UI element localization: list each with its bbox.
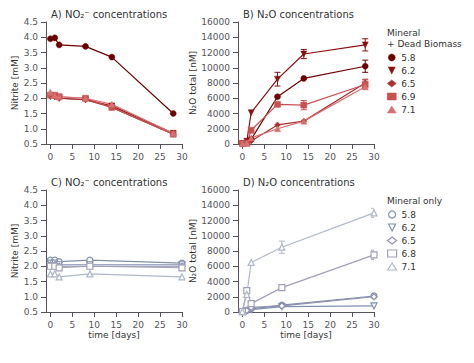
svg-text:14000: 14000 (201, 32, 230, 42)
svg-text:D) N₂O concentrations: D) N₂O concentrations (243, 177, 355, 188)
svg-text:0: 0 (224, 307, 230, 317)
svg-text:5: 5 (69, 152, 75, 162)
svg-text:6000: 6000 (207, 93, 230, 103)
svg-text:2000: 2000 (207, 124, 230, 134)
svg-text:10: 10 (89, 152, 101, 162)
svg-text:6000: 6000 (207, 261, 230, 271)
svg-text:0: 0 (240, 320, 246, 330)
svg-text:8000: 8000 (207, 246, 230, 256)
svg-text:Mineral only: Mineral only (387, 196, 443, 206)
svg-text:time [days]: time [days] (88, 330, 139, 340)
svg-text:25: 25 (154, 152, 165, 162)
svg-text:6.2: 6.2 (401, 66, 415, 76)
svg-text:6.8: 6.8 (402, 249, 417, 259)
svg-text:+ Dead Biomass: + Dead Biomass (387, 39, 462, 49)
svg-text:4000: 4000 (207, 277, 230, 287)
svg-text:3.5: 3.5 (24, 216, 38, 226)
svg-text:N₂O total [nM]: N₂O total [nM] (188, 51, 198, 115)
svg-text:1.5: 1.5 (24, 277, 38, 287)
svg-text:2.0: 2.0 (24, 93, 39, 103)
svg-text:5: 5 (69, 320, 75, 330)
svg-text:10000: 10000 (201, 63, 230, 73)
svg-text:10: 10 (281, 320, 293, 330)
svg-text:5.8: 5.8 (401, 53, 416, 63)
svg-text:10: 10 (281, 152, 293, 162)
svg-text:0: 0 (224, 139, 230, 149)
svg-text:Nitrite [mM]: Nitrite [mM] (10, 224, 20, 278)
svg-text:25: 25 (346, 320, 357, 330)
svg-text:20: 20 (324, 320, 336, 330)
svg-text:4.0: 4.0 (24, 32, 39, 42)
svg-text:2.0: 2.0 (24, 261, 39, 271)
svg-text:16000: 16000 (201, 185, 230, 195)
svg-text:12000: 12000 (201, 216, 230, 226)
svg-text:30: 30 (176, 152, 188, 162)
svg-text:1.0: 1.0 (24, 124, 39, 134)
svg-text:6.5: 6.5 (402, 236, 416, 246)
svg-text:20: 20 (132, 320, 144, 330)
svg-text:0: 0 (48, 320, 54, 330)
svg-text:6.9: 6.9 (401, 92, 416, 102)
svg-text:0: 0 (240, 152, 246, 162)
svg-text:2.5: 2.5 (24, 78, 38, 88)
svg-text:4.5: 4.5 (24, 185, 38, 195)
svg-text:0.5: 0.5 (24, 307, 38, 317)
svg-text:30: 30 (176, 320, 188, 330)
svg-text:2.5: 2.5 (24, 246, 38, 256)
svg-text:12000: 12000 (201, 48, 230, 58)
svg-text:25: 25 (346, 152, 357, 162)
svg-text:Nitrite [mM]: Nitrite [mM] (10, 56, 20, 110)
svg-text:15: 15 (110, 152, 121, 162)
svg-text:14000: 14000 (201, 200, 230, 210)
svg-text:15: 15 (302, 320, 313, 330)
svg-text:6.2: 6.2 (402, 223, 416, 233)
svg-text:A) NO₂⁻ concentrations: A) NO₂⁻ concentrations (51, 9, 167, 20)
svg-text:30: 30 (368, 152, 380, 162)
svg-text:16000: 16000 (201, 17, 230, 27)
svg-text:3.0: 3.0 (24, 231, 39, 241)
svg-text:5.8: 5.8 (402, 210, 417, 220)
svg-text:7.1: 7.1 (401, 105, 415, 115)
svg-text:1.5: 1.5 (24, 109, 38, 119)
svg-text:1.0: 1.0 (24, 292, 39, 302)
svg-text:B) N₂O concentrations: B) N₂O concentrations (243, 9, 354, 20)
svg-text:6.5: 6.5 (401, 79, 415, 89)
svg-text:5: 5 (261, 320, 267, 330)
svg-text:2000: 2000 (207, 292, 230, 302)
svg-text:15: 15 (302, 152, 313, 162)
svg-text:20: 20 (132, 152, 144, 162)
svg-text:C) NO₂⁻ concentrations: C) NO₂⁻ concentrations (51, 177, 167, 188)
svg-text:5: 5 (261, 152, 267, 162)
svg-text:0.5: 0.5 (24, 139, 38, 149)
svg-text:3.5: 3.5 (24, 48, 38, 58)
svg-text:3.0: 3.0 (24, 63, 39, 73)
svg-text:0: 0 (48, 152, 54, 162)
svg-text:4.0: 4.0 (24, 200, 39, 210)
svg-text:4.5: 4.5 (24, 17, 38, 27)
svg-text:7.1: 7.1 (402, 262, 416, 272)
svg-text:4000: 4000 (207, 109, 230, 119)
svg-text:10: 10 (89, 320, 101, 330)
svg-text:20: 20 (324, 152, 336, 162)
svg-text:10000: 10000 (201, 231, 230, 241)
svg-text:30: 30 (368, 320, 380, 330)
svg-text:25: 25 (154, 320, 165, 330)
svg-text:8000: 8000 (207, 78, 230, 88)
svg-text:time [days]: time [days] (280, 330, 331, 340)
svg-text:N₂O total [nM]: N₂O total [nM] (188, 219, 198, 283)
svg-text:Mineral: Mineral (387, 28, 420, 38)
svg-text:15: 15 (110, 320, 121, 330)
